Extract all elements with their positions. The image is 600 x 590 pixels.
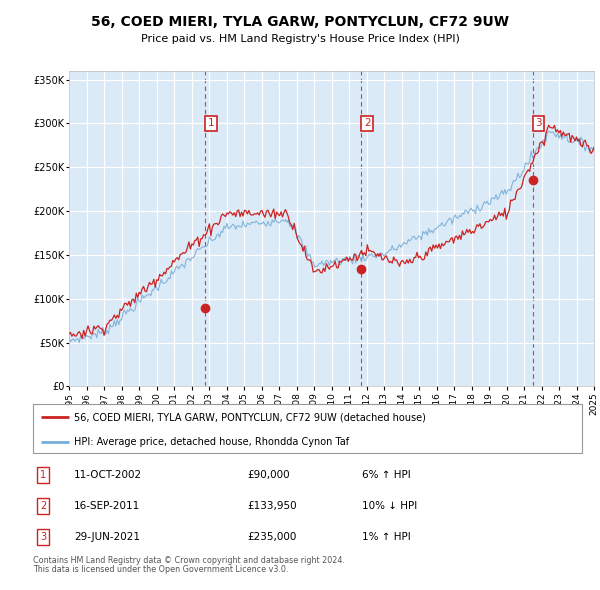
Text: 3: 3 (40, 532, 46, 542)
Text: £235,000: £235,000 (247, 532, 296, 542)
Text: 1: 1 (208, 119, 214, 129)
Text: Contains HM Land Registry data © Crown copyright and database right 2024.: Contains HM Land Registry data © Crown c… (33, 556, 345, 565)
Text: 2: 2 (40, 501, 46, 511)
Text: 1% ↑ HPI: 1% ↑ HPI (362, 532, 411, 542)
Text: 1: 1 (40, 470, 46, 480)
Text: 56, COED MIERI, TYLA GARW, PONTYCLUN, CF72 9UW (detached house): 56, COED MIERI, TYLA GARW, PONTYCLUN, CF… (74, 412, 426, 422)
Text: HPI: Average price, detached house, Rhondda Cynon Taf: HPI: Average price, detached house, Rhon… (74, 437, 349, 447)
Text: £90,000: £90,000 (247, 470, 290, 480)
Text: 6% ↑ HPI: 6% ↑ HPI (362, 470, 411, 480)
Text: 3: 3 (535, 119, 542, 129)
Text: £133,950: £133,950 (247, 501, 297, 511)
Text: 2: 2 (364, 119, 371, 129)
Text: 10% ↓ HPI: 10% ↓ HPI (362, 501, 418, 511)
Text: 11-OCT-2002: 11-OCT-2002 (74, 470, 142, 480)
Text: Price paid vs. HM Land Registry's House Price Index (HPI): Price paid vs. HM Land Registry's House … (140, 34, 460, 44)
Text: 29-JUN-2021: 29-JUN-2021 (74, 532, 140, 542)
Text: 56, COED MIERI, TYLA GARW, PONTYCLUN, CF72 9UW: 56, COED MIERI, TYLA GARW, PONTYCLUN, CF… (91, 15, 509, 29)
Text: This data is licensed under the Open Government Licence v3.0.: This data is licensed under the Open Gov… (33, 565, 289, 574)
Text: 16-SEP-2011: 16-SEP-2011 (74, 501, 140, 511)
